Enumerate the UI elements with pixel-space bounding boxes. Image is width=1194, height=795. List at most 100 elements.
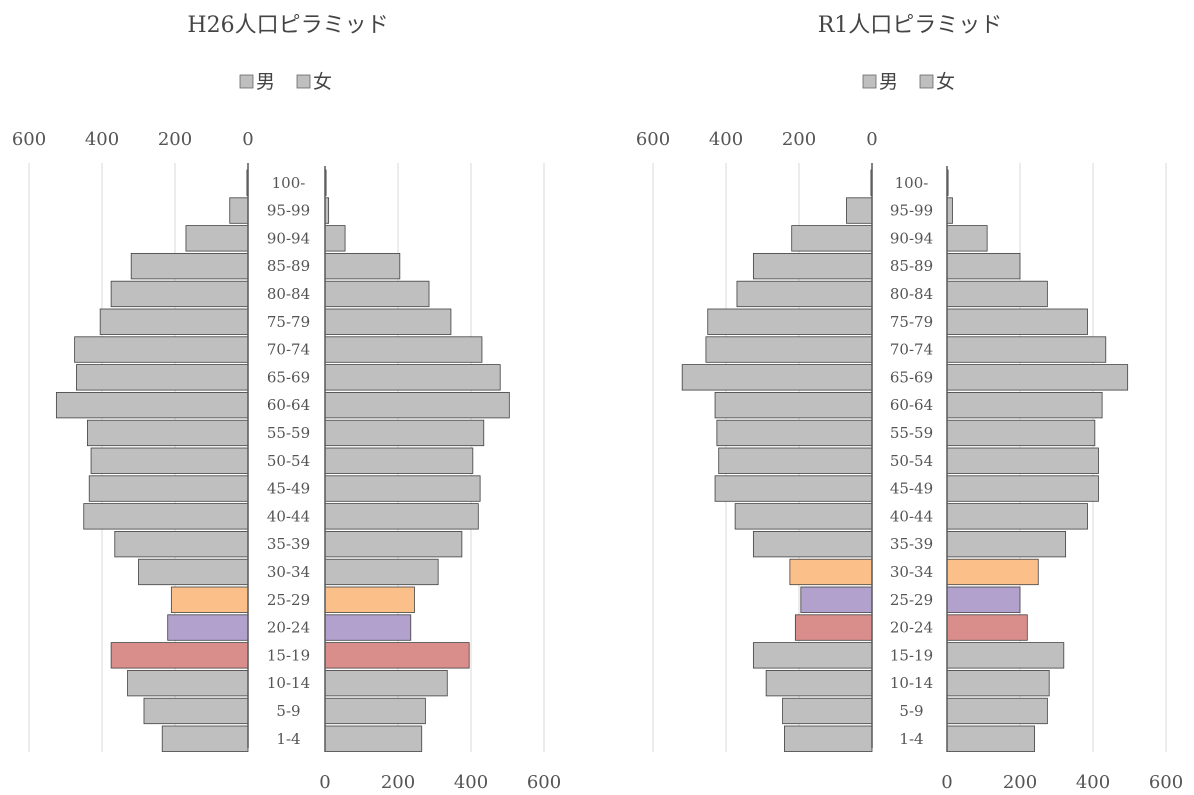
age-label: 45-49 [267, 480, 310, 498]
left-axis-tick: 400 [85, 129, 119, 150]
bar-male-85-89 [130, 252, 249, 280]
bar-female-5-9 [946, 697, 1048, 725]
bar-female-65-69 [946, 364, 1129, 391]
legend: 男女 [239, 71, 332, 93]
bar-male-80-84 [110, 280, 249, 308]
age-label: 70-74 [267, 341, 310, 359]
bar-male-45-49 [88, 475, 249, 502]
age-label: 20-24 [890, 619, 933, 637]
left-axis-tick: 600 [636, 129, 670, 150]
age-label: 30-34 [267, 563, 310, 581]
bar-male-40-44 [734, 503, 873, 530]
legend-label-female: 女 [313, 71, 332, 93]
legend-swatch-male [239, 74, 254, 89]
age-label: 1-4 [899, 730, 923, 748]
chart-title: H26人口ピラミッド [187, 13, 388, 38]
bar-male-20-24 [794, 614, 873, 641]
bar-female-60-64 [946, 391, 1103, 419]
bar-female-80-84 [324, 280, 430, 308]
bar-male-5-9 [143, 697, 249, 725]
bar-female-1-4 [324, 725, 423, 752]
age-label: 10-14 [890, 674, 933, 692]
bar-male-80-84 [736, 280, 873, 308]
bar-male-75-79 [707, 308, 873, 335]
bar-female-60-64 [324, 391, 510, 419]
bar-male-5-9 [782, 697, 873, 725]
bar-male-70-74 [74, 336, 249, 363]
bar-male-35-39 [114, 531, 249, 558]
bar-female-85-89 [946, 252, 1021, 280]
bar-male-45-49 [714, 475, 873, 502]
bar-male-60-64 [55, 391, 249, 419]
bar-female-55-59 [324, 419, 485, 447]
right-axis-tick: 0 [319, 772, 330, 793]
bar-male-90-94 [791, 225, 873, 252]
bar-female-45-49 [946, 475, 1099, 502]
age-label: 85-89 [890, 257, 933, 275]
bar-female-70-74 [324, 336, 483, 363]
age-label: 80-84 [267, 285, 310, 303]
bar-male-50-54 [718, 447, 873, 474]
age-label: 95-99 [267, 202, 310, 220]
bar-male-30-34 [138, 558, 249, 586]
bar-female-50-54 [946, 447, 1099, 474]
bar-male-95-99 [229, 197, 249, 224]
age-label: 50-54 [267, 452, 310, 470]
bar-male-50-54 [90, 447, 249, 474]
bar-female-10-14 [946, 670, 1050, 697]
legend-label-male: 男 [256, 71, 275, 93]
age-label: 75-79 [267, 313, 310, 331]
age-label: 35-39 [890, 535, 933, 553]
bar-male-70-74 [705, 336, 873, 363]
bar-male-75-79 [99, 308, 249, 335]
bar-male-25-29 [170, 586, 249, 613]
age-label: 40-44 [267, 507, 310, 525]
legend: 男女 [862, 71, 955, 93]
age-label: 85-89 [267, 257, 310, 275]
bar-female-95-99 [946, 197, 953, 224]
bar-female-80-84 [946, 280, 1048, 308]
bar-female-90-94 [946, 225, 988, 252]
left-axis-tick: 600 [12, 129, 46, 150]
age-label: 100- [895, 174, 929, 192]
bar-female-20-24 [324, 614, 412, 641]
right-axis-tick: 400 [454, 772, 488, 793]
age-label: 1-4 [276, 730, 300, 748]
age-label: 65-69 [267, 368, 310, 386]
bar-female-30-34 [946, 558, 1039, 586]
legend-label-female: 女 [936, 71, 955, 93]
right-axis-tick: 600 [527, 772, 561, 793]
bar-male-15-19 [752, 642, 873, 669]
bar-male-1-4 [161, 725, 249, 752]
bar-male-10-14 [127, 670, 249, 697]
bar-female-65-69 [324, 364, 501, 391]
chart-title: R1人口ピラミッド [818, 13, 1003, 38]
bar-female-75-79 [946, 308, 1088, 335]
bar-female-25-29 [324, 586, 415, 613]
left-axis-tick: 200 [782, 129, 816, 150]
bar-female-5-9 [324, 697, 426, 725]
age-label: 15-19 [267, 646, 310, 664]
legend-swatch-female [919, 74, 934, 89]
age-label: 25-29 [267, 591, 310, 609]
age-label: 90-94 [890, 229, 933, 247]
right-axis-tick: 600 [1149, 772, 1183, 793]
age-label: 10-14 [267, 674, 310, 692]
bar-female-25-29 [946, 586, 1021, 613]
age-label: 55-59 [890, 424, 933, 442]
age-label: 65-69 [890, 368, 933, 386]
bar-male-65-69 [76, 364, 249, 391]
age-label: 60-64 [267, 396, 310, 414]
right-axis-tick: 200 [381, 772, 415, 793]
left-axis-tick: 200 [158, 129, 192, 150]
bar-male-15-19 [110, 642, 249, 669]
bar-male-65-69 [681, 364, 873, 391]
bar-female-50-54 [324, 447, 474, 474]
bar-female-35-39 [946, 531, 1067, 558]
bar-female-70-74 [946, 336, 1107, 363]
bar-male-20-24 [167, 614, 249, 641]
bar-female-45-49 [324, 475, 481, 502]
bar-male-85-89 [752, 252, 873, 280]
left-axis-tick: 0 [866, 129, 877, 150]
pyramid-r1: R1人口ピラミッド 男女600 400 200 00 200 400 600100-95-9… [636, 13, 1183, 793]
